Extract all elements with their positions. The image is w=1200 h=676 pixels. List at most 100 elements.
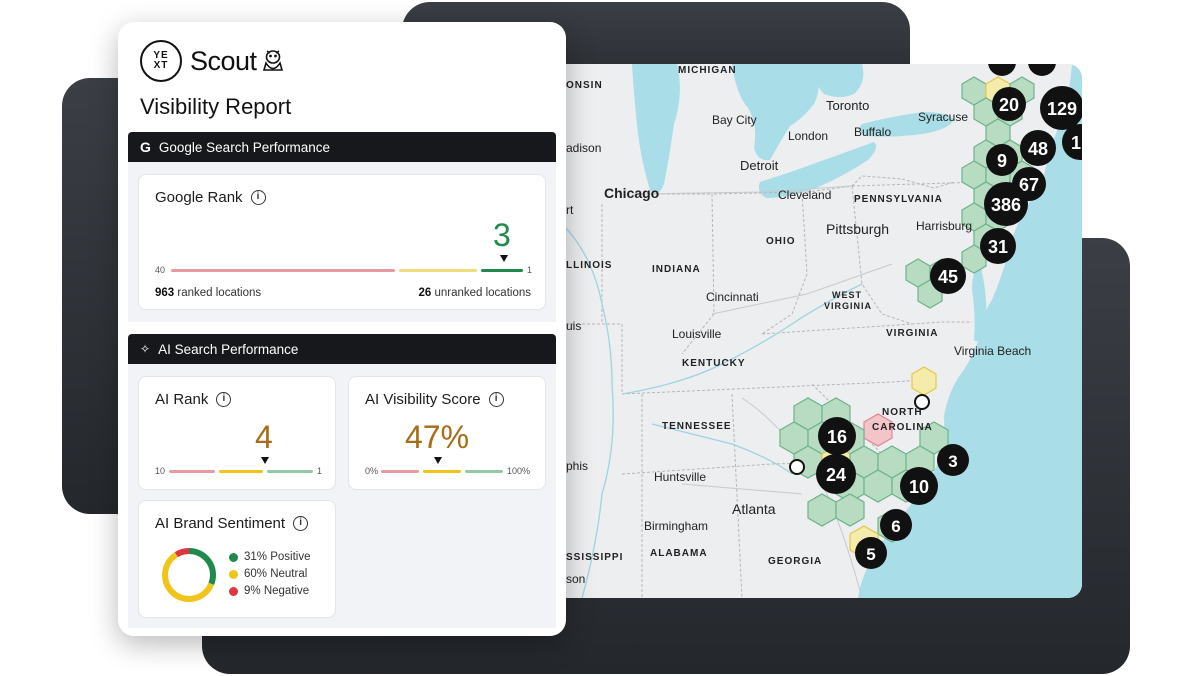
google-rank-scale-min: 40: [155, 265, 166, 275]
cluster-marker-129[interactable]: 129: [1040, 86, 1082, 130]
cluster-marker-16[interactable]: 16: [818, 417, 856, 455]
cluster-marker-6[interactable]: 6: [880, 509, 912, 541]
svg-text:31: 31: [988, 237, 1008, 257]
info-icon[interactable]: i: [250, 190, 266, 205]
location-map[interactable]: MICHIGAN ONSIN Toronto Bay City London B…: [562, 64, 1082, 598]
ranked-label: ranked locations: [177, 287, 262, 299]
gauge-segment-low: [381, 470, 419, 473]
label-huntsville: Huntsville: [654, 470, 706, 484]
label-harrisburg: Harrisburg: [916, 219, 972, 233]
google-rank-pointer: [500, 255, 508, 262]
gauge-segment-high: [465, 470, 503, 473]
brand-header: YE XT Scout: [140, 40, 285, 82]
svg-text:16: 16: [827, 427, 847, 447]
legend-label-positive: 31% Positive: [244, 551, 311, 563]
svg-text:10: 10: [909, 477, 929, 497]
label-chicago: Chicago: [604, 185, 659, 201]
gauge-segment-low: [171, 269, 395, 272]
ai-section-title: AI Search Performance: [158, 341, 299, 357]
ai-visibility-value: 47%: [405, 419, 470, 455]
ai-sentiment-title: AI Brand Sentiment: [155, 515, 286, 532]
label-kentucky: KENTUCKY: [682, 358, 746, 369]
cluster-marker-48[interactable]: 48: [1020, 130, 1056, 166]
label-michigan: MICHIGAN: [678, 65, 737, 76]
label-atlanta: Atlanta: [732, 501, 776, 517]
ai-visibility-scale-max: 100%: [507, 466, 531, 476]
google-rank-title-row: Google Rank i: [155, 189, 266, 206]
svg-text:129: 129: [1047, 99, 1077, 119]
ai-rank-pointer: [261, 457, 269, 464]
location-pin-empty[interactable]: [789, 459, 805, 475]
ai-sentiment-card[interactable]: AI Brand Sentiment i 31% Positive 60% Ne…: [138, 500, 336, 618]
ai-visibility-title-row: AI Visibility Score i: [365, 391, 504, 408]
info-icon[interactable]: i: [488, 392, 504, 407]
legend-dot-positive: [229, 552, 238, 562]
ai-section-header: ✧ AI Search Performance: [128, 334, 556, 364]
ai-rank-value: 4: [255, 419, 273, 455]
svg-text:67: 67: [1019, 175, 1039, 195]
legend-positive: 31% Positive: [229, 551, 310, 563]
legend-negative: 9% Negative: [229, 585, 309, 597]
label-tennessee: TENNESSEE: [662, 421, 732, 432]
gauge-segment-high: [481, 269, 523, 272]
cluster-marker-3[interactable]: 3: [937, 444, 969, 476]
cluster-marker-1[interactable]: 1: [1062, 124, 1082, 160]
info-icon[interactable]: i: [293, 516, 309, 531]
scout-mascot-icon: [262, 50, 283, 71]
legend-neutral: 60% Neutral: [229, 568, 307, 580]
cluster-marker-20[interactable]: 20: [992, 87, 1026, 121]
ai-rank-card[interactable]: AI Rank i 4 10 1: [138, 376, 336, 490]
sentiment-donut-chart: [162, 548, 216, 602]
label-west-virginia-1: WEST: [832, 290, 862, 300]
cluster-marker-45[interactable]: 45: [930, 258, 966, 294]
location-pin-empty[interactable]: [914, 394, 930, 410]
report-title: Visibility Report: [140, 94, 292, 119]
svg-text:24: 24: [826, 465, 846, 485]
cluster-marker-386[interactable]: 386: [984, 182, 1028, 226]
label-phis: phis: [566, 459, 588, 473]
label-bay-city: Bay City: [712, 113, 757, 127]
label-onsin: ONSIN: [566, 80, 603, 91]
visibility-report-panel: YE XT Scout Visibility Report G Google Se…: [118, 22, 566, 636]
label-georgia: GEORGIA: [768, 556, 822, 567]
svg-text:5: 5: [866, 545, 875, 564]
label-virginia: VIRGINIA: [886, 328, 938, 339]
yext-logo-top: YE: [153, 50, 169, 61]
legend-dot-neutral: [229, 569, 238, 579]
ai-visibility-card[interactable]: AI Visibility Score i 47% 0% 100%: [348, 376, 546, 490]
gauge-segment-mid: [423, 470, 461, 473]
yext-logo-bottom: XT: [153, 60, 169, 71]
cluster-marker-5[interactable]: 5: [855, 537, 887, 569]
label-west-virginia-2: VIRGINIA: [824, 301, 872, 311]
cluster-marker-10[interactable]: 10: [900, 467, 938, 505]
svg-text:6: 6: [891, 517, 900, 536]
gauge-segment-mid: [399, 269, 477, 272]
product-name: Scout: [190, 45, 257, 76]
cluster-marker-31[interactable]: 31: [980, 228, 1016, 264]
info-icon[interactable]: i: [216, 392, 232, 407]
google-rank-scale-max: 1: [527, 265, 533, 275]
svg-text:386: 386: [991, 195, 1021, 215]
label-north-carolina-1: NORTH: [882, 407, 923, 418]
label-pittsburgh: Pittsburgh: [826, 221, 889, 237]
google-section-body: Google Rank i 3 40 1 963 ranked location…: [128, 162, 556, 322]
google-section-header: G Google Search Performance: [128, 132, 556, 162]
ai-visibility-scale-min: 0%: [365, 466, 379, 476]
label-ohio: OHIO: [766, 236, 796, 247]
google-rank-card[interactable]: Google Rank i 3 40 1 963 ranked location…: [138, 174, 546, 310]
ai-rank-title-row: AI Rank i: [155, 391, 232, 408]
svg-text:3: 3: [948, 452, 957, 471]
ai-sentiment-title-row: AI Brand Sentiment i: [155, 515, 309, 532]
yext-logo: YE XT: [140, 40, 182, 82]
label-adison: adison: [566, 141, 601, 155]
label-london: London: [788, 129, 828, 143]
cluster-marker-9[interactable]: 9: [986, 144, 1018, 176]
google-icon: G: [140, 139, 151, 155]
svg-text:45: 45: [938, 267, 958, 287]
svg-text:48: 48: [1028, 139, 1048, 159]
ranked-locations: 963 ranked locations: [155, 287, 261, 299]
legend-dot-negative: [229, 586, 238, 596]
label-llinois: LLINOIS: [566, 260, 612, 271]
cluster-marker-24[interactable]: 24: [816, 454, 856, 494]
